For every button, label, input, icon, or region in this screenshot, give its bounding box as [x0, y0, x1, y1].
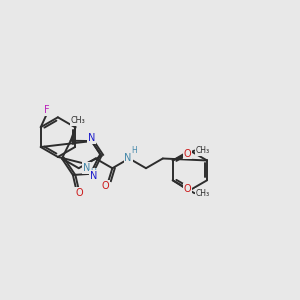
Text: CH₃: CH₃ — [70, 116, 85, 125]
Text: N: N — [83, 163, 90, 173]
Text: CH₃: CH₃ — [195, 189, 209, 198]
Text: N: N — [90, 171, 97, 181]
Text: F: F — [44, 105, 50, 116]
Text: H: H — [131, 146, 137, 155]
Text: O: O — [184, 148, 191, 158]
Text: N: N — [124, 152, 132, 163]
Text: O: O — [102, 181, 109, 191]
Text: N: N — [88, 133, 95, 143]
Text: O: O — [75, 188, 83, 198]
Text: H: H — [91, 168, 97, 177]
Text: O: O — [184, 184, 191, 194]
Text: CH₃: CH₃ — [195, 146, 209, 155]
